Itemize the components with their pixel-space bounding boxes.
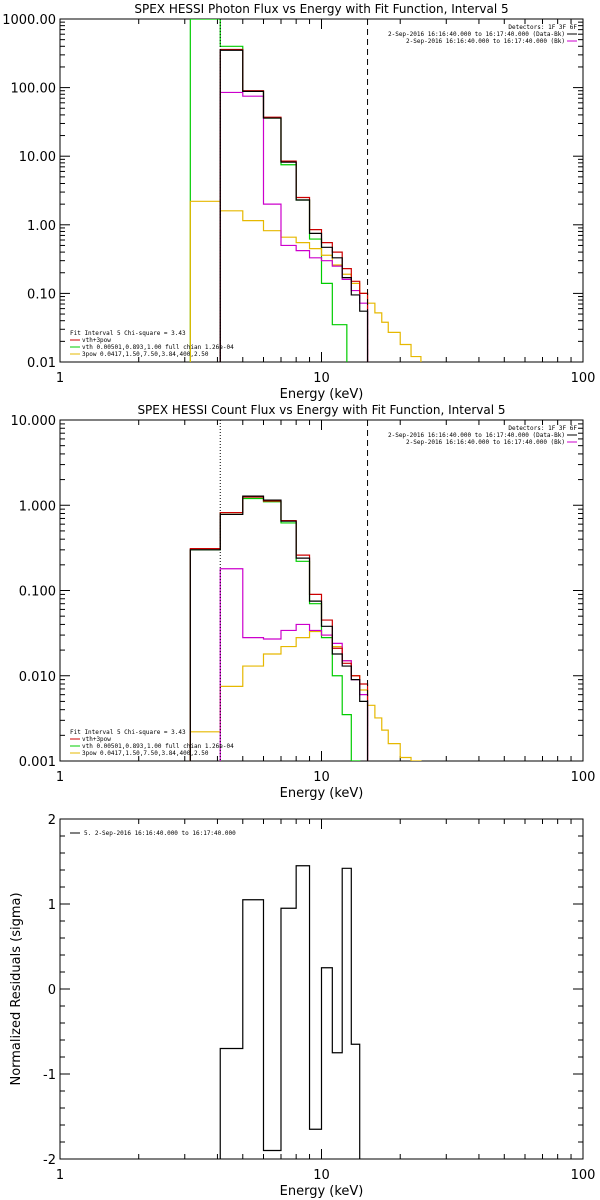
legend-entry: 2-Sep-2016 16:16:40.000 to 16:17:40.000 …	[406, 38, 565, 45]
chart-2: SPEX HESSI Count Flux vs Energy with Fit…	[11, 403, 596, 801]
y-tick-label: 0.10	[27, 287, 56, 302]
y-tick-label: 10.00	[19, 150, 56, 165]
chart-3: 1 10 100 Energy (keV) -2 -1 0 1 2 Normalized Resi…	[9, 813, 595, 1199]
legend-entry: Fit Interval 5 Chi-square = 3.43	[70, 330, 186, 337]
x-tick-label: 1	[56, 371, 64, 386]
y-axis: 0.01 0.10 1.00 10.00 100.00 1000.00	[2, 13, 583, 371]
y-axis: -2 -1 0 1 2	[43, 813, 583, 1168]
legend-entry: Fit Interval 5 Chi-square = 3.43	[70, 729, 186, 736]
y-axis-title: Normalized Residuals (sigma)	[9, 892, 24, 1085]
x-axis-title: Energy (keV)	[280, 1184, 364, 1199]
y-tick-label: 0.100	[19, 585, 56, 600]
legend-entry: 5. 2-Sep-2016 16:16:40.000 to 16:17:40.0…	[84, 830, 236, 837]
x-axis: 1 10 100	[56, 819, 596, 1183]
series-2-line	[189, 200, 422, 362]
x-tick-label: 10	[313, 770, 330, 785]
series-3-line	[219, 91, 369, 362]
plot-frame	[59, 18, 584, 363]
x-tick-label: 10	[313, 1168, 330, 1183]
plot-frame	[59, 419, 584, 762]
x-tick-label: 1	[56, 1168, 64, 1183]
y-tick-label: -1	[43, 1068, 56, 1083]
y-tick-label: 0	[48, 983, 56, 998]
y-tick-label: 10.000	[11, 414, 57, 429]
legend-entry: 3pow 0.0417,1.50,7.50,3.84,400,2.50	[82, 351, 209, 358]
series-group	[189, 495, 422, 761]
x-tick-label: 10	[313, 371, 330, 386]
x-tick-label: 100	[571, 371, 596, 386]
series-group	[219, 865, 361, 1159]
legend-entry: Detectors: 1F 3F 6F	[508, 425, 577, 432]
legend-entry: 2-Sep-2016 16:16:40.000 to 16:17:40.000 …	[406, 439, 565, 446]
legend-entry: 3pow 0.0417,1.50,7.50,3.84,400,2.50	[82, 750, 209, 757]
series-2-line	[189, 630, 422, 761]
legend-entry: vth 0.00501,0.893,1.00 full chian 1.26e-…	[82, 344, 234, 351]
legend-entry: 2-Sep-2016 16:16:40.000 to 16:17:40.000 …	[388, 31, 565, 38]
x-tick-label: 100	[571, 1168, 596, 1183]
legend-bottom-left: Fit Interval 5 Chi-square = 3.43vth+3pow…	[70, 330, 234, 358]
series-5-line	[189, 495, 369, 761]
legend-entry: vth+3pow	[82, 337, 111, 344]
legend-entry: vth+3pow	[82, 736, 111, 743]
x-axis-title: Energy (keV)	[280, 387, 364, 402]
series-4-line	[219, 48, 369, 362]
x-axis: 1 10 100	[56, 19, 596, 386]
chart-title: SPEX HESSI Photon Flux vs Energy with Fi…	[134, 2, 508, 16]
legend-top-left: 5. 2-Sep-2016 16:16:40.000 to 16:17:40.0…	[70, 830, 236, 837]
y-tick-label: 2	[48, 813, 56, 828]
legend-entry: 2-Sep-2016 16:16:40.000 to 16:17:40.000 …	[388, 432, 565, 439]
x-axis-title: Energy (keV)	[280, 786, 364, 801]
y-tick-label: 0.001	[19, 755, 56, 770]
x-tick-label: 1	[56, 770, 64, 785]
legend-top-right: Detectors: 1F 3F 6F2-Sep-2016 16:16:40.0…	[388, 24, 577, 45]
legend-entry: Detectors: 1F 3F 6F	[508, 24, 577, 31]
chart-1: SPEX HESSI Photon Flux vs Energy with Fi…	[2, 2, 595, 402]
y-tick-label: 100.00	[11, 82, 57, 97]
y-axis: 0.001 0.010 0.100 1.000 10.000	[11, 414, 583, 770]
series-1-line	[189, 19, 348, 362]
legend-entry: vth 0.00501,0.893,1.00 full chian 1.26e-…	[82, 743, 234, 750]
series-group	[189, 19, 422, 362]
legend-top-right: Detectors: 1F 3F 6F2-Sep-2016 16:16:40.0…	[388, 425, 577, 446]
series-1-line	[219, 865, 361, 1159]
x-tick-label: 100	[571, 770, 596, 785]
series-5-line	[219, 49, 369, 362]
y-tick-label: 0.010	[19, 670, 56, 685]
legend-bottom-left: Fit Interval 5 Chi-square = 3.43vth+3pow…	[70, 729, 234, 757]
y-tick-label: 1.00	[27, 219, 56, 234]
y-tick-label: 0.01	[27, 356, 56, 371]
y-tick-label: -2	[43, 1153, 56, 1168]
chart-title: SPEX HESSI Count Flux vs Energy with Fit…	[137, 403, 505, 417]
y-tick-label: 1000.00	[2, 13, 56, 28]
y-tick-label: 1.000	[19, 499, 56, 514]
y-tick-label: 1	[48, 898, 56, 913]
